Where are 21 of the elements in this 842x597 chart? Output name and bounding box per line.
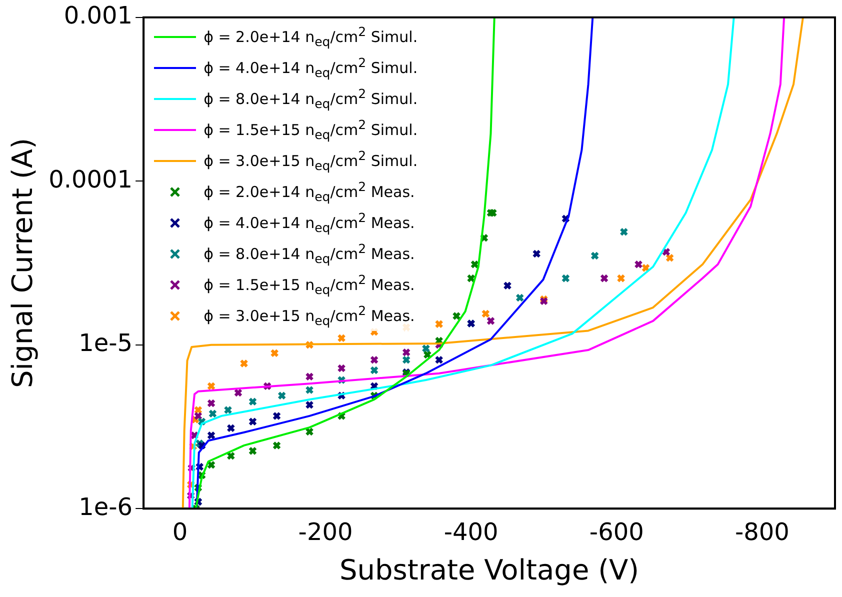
legend-label: ϕ = 4.0e+14 n$_{eq}$/cm$^{2}$ Simul. (204, 54, 418, 82)
y-axis-title: Signal Current (A) (6, 138, 40, 388)
legend-label: ϕ = 2.0e+14 n$_{eq}$/cm$^{2}$ Simul. (204, 23, 418, 52)
legend-label: ϕ = 3.0e+15 n$_{eq}$/cm$^{2}$ Simul. (204, 147, 418, 176)
x-tick-label: -200 (298, 518, 353, 546)
y-tick-label: 1e-6 (78, 492, 133, 521)
x-tick-label: -600 (589, 518, 644, 546)
x-tick-label: 0 (172, 518, 188, 546)
legend-label: ϕ = 8.0e+14 n$_{eq}$/cm$^{2}$ Meas. (204, 240, 415, 268)
legend-label: ϕ = 1.5e+15 n$_{eq}$/cm$^{2}$ Meas. (204, 271, 415, 300)
y-tick-label: 1e-5 (78, 329, 133, 358)
legend-label: ϕ = 2.0e+14 n$_{eq}$/cm$^{2}$ Meas. (204, 178, 415, 206)
x-tick-label: -400 (444, 518, 498, 546)
y-tick-label: 0.0001 (48, 165, 133, 194)
legend-label: ϕ = 8.0e+14 n$_{eq}$/cm$^{2}$ Simul. (204, 85, 418, 114)
legend-label: ϕ = 3.0e+15 n$_{eq}$/cm$^{2}$ Meas. (204, 302, 415, 330)
y-tick-label: 0.001 (64, 2, 133, 30)
x-axis-title: Substrate Voltage (V) (340, 553, 640, 586)
legend-label: ϕ = 1.5e+15 n$_{eq}$/cm$^{2}$ Simul. (204, 116, 418, 144)
legend-label: ϕ = 4.0e+14 n$_{eq}$/cm$^{2}$ Meas. (204, 209, 415, 238)
x-tick-label: -800 (734, 518, 790, 546)
